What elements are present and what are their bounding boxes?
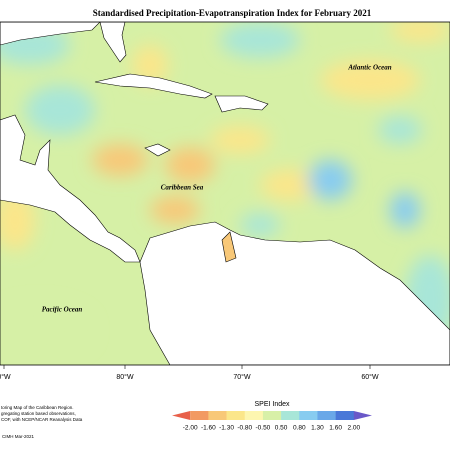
colorbar-segment: [208, 411, 227, 420]
colorbar-segment: [226, 411, 246, 420]
longitude-label: 70°W: [233, 373, 251, 381]
footnote: toring Map of the Caribbean Region.grega…: [1, 405, 83, 439]
longitude-label: 60°W: [361, 373, 379, 381]
colorbar-segment: [262, 411, 282, 420]
colorbar-tick-label: 0.50: [275, 425, 288, 432]
colorbar-segment: [281, 411, 300, 420]
legend-title: SPEI Index: [254, 401, 290, 408]
colorbar-tick-label: -2.00: [183, 425, 198, 432]
colorbar-end: [172, 411, 191, 420]
colorbar-tick-label: -0.80: [237, 425, 252, 432]
longitude-label: 80°W: [116, 373, 134, 381]
map-area: Atlantic Ocean Caribbean Sea Pacific Oce…: [0, 22, 450, 365]
footnote-credit: CIMH Mar-2021: [2, 434, 35, 439]
colorbar-segment: [335, 411, 355, 420]
longitude-label: 0°W: [0, 373, 11, 381]
colorbar-segment: [190, 411, 209, 420]
colorbar-tick-label: 1.60: [329, 425, 342, 432]
footnote-line: toring Map of the Caribbean Region.: [1, 405, 74, 410]
footnote-line: COF, with NCEP/NCAR Reanalysis Data: [1, 417, 83, 422]
ocean-label: Pacific Ocean: [42, 306, 83, 314]
colorbar-segment: [244, 411, 264, 420]
footnote-line: gregating station based observations,: [1, 411, 76, 416]
map-frame: [0, 21, 450, 366]
land: [0, 22, 450, 365]
ocean-label: Atlantic Ocean: [347, 64, 391, 72]
colorbar-end: [353, 411, 372, 420]
colorbar-tick-label: -1.60: [201, 425, 216, 432]
sea-label: Caribbean Sea: [161, 184, 204, 192]
index-field: [0, 22, 450, 355]
map-title: Standardised Precipitation-Evapotranspir…: [93, 8, 372, 18]
colorbar: -2.00 -1.60 -1.30 -0.80 -0.50 0.50 0.80 1.30 1.6…: [172, 411, 372, 432]
colorbar-segment: [299, 411, 318, 420]
colorbar-tick-label: 2.00: [347, 425, 360, 432]
colorbar-segment: [317, 411, 336, 420]
colorbar-tick-label: -1.30: [219, 425, 234, 432]
colorbar-tick-label: 1.30: [311, 425, 324, 432]
longitude-labels: 0°W 80°W 70°W 60°W: [0, 365, 379, 381]
colorbar-tick-label: 0.80: [293, 425, 306, 432]
colorbar-tick-label: -0.50: [255, 425, 270, 432]
